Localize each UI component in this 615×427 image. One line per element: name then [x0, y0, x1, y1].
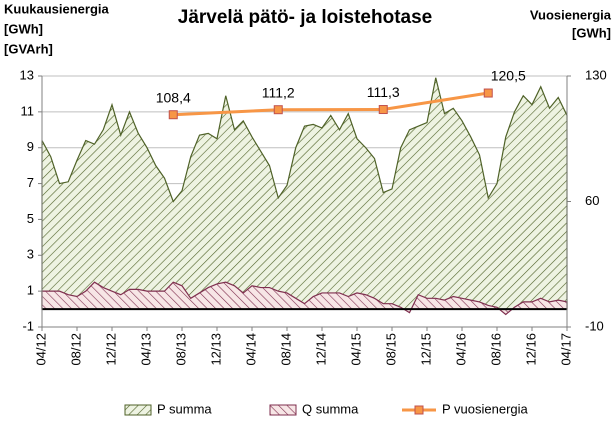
x-tick-label: 12/14 [313, 333, 328, 366]
legend-label: P vuosienergia [442, 401, 529, 416]
x-tick-label: 04/16 [453, 333, 468, 366]
x-tick-label: 04/12 [33, 333, 48, 366]
x-tick-label: 04/15 [348, 333, 363, 366]
y-axis-label-line: [GVArh] [4, 41, 53, 56]
legend-swatch [269, 404, 297, 416]
x-tick-label: 08/16 [488, 333, 503, 366]
legend-swatch [124, 404, 152, 416]
x-tick-label: 12/16 [523, 333, 538, 366]
x-tick-label: 08/15 [383, 333, 398, 366]
x-tick-label: 12/12 [103, 333, 118, 366]
y-tick-label: 9 [27, 139, 34, 154]
data-label: 111,3 [367, 84, 400, 100]
y-axis-label-line: [GWh] [4, 21, 43, 36]
y2-axis-label-line: Vuosienergia [530, 7, 612, 22]
area [41, 77, 568, 310]
y-axis-label-line: Kuukausienergia [4, 1, 110, 16]
area [41, 281, 568, 316]
y-tick-label: 13 [20, 67, 34, 82]
x-tick-label: 08/14 [278, 333, 293, 366]
x-tick-label: 12/15 [418, 333, 433, 366]
x-tick-label: 04/14 [243, 333, 258, 366]
data-label: 111,2 [262, 84, 295, 100]
line [173, 91, 489, 117]
chart-title: Järvelä pätö- ja loistehotase [178, 7, 433, 28]
data-label: 108,4 [156, 89, 191, 105]
y-tick-label: 3 [27, 247, 34, 262]
y2-axis-label-line: [GWh] [572, 25, 611, 40]
x-tick-label: 12/13 [208, 333, 223, 366]
y-tick-label: 11 [21, 103, 35, 118]
marker [483, 88, 493, 98]
marker [168, 110, 178, 120]
marker [273, 105, 283, 115]
legend-label: P summa [157, 401, 212, 416]
legend-marker [414, 405, 424, 415]
y2-tick-label: -10 [585, 318, 604, 333]
y-tick-label: 1 [27, 283, 34, 298]
y-tick-label: 5 [27, 211, 34, 226]
data-label: 120,5 [491, 68, 526, 84]
y2-tick-label: 60 [585, 193, 599, 208]
marker [378, 105, 388, 115]
y-tick-label: -1 [22, 318, 34, 333]
y2-tick-label: 130 [585, 67, 607, 82]
x-tick-label: 04/17 [558, 333, 573, 366]
x-tick-label: 04/13 [138, 333, 153, 366]
x-tick-label: 08/13 [173, 333, 188, 366]
y-tick-label: 7 [27, 175, 34, 190]
legend-label: Q summa [302, 401, 359, 416]
x-tick-label: 08/12 [68, 333, 83, 366]
